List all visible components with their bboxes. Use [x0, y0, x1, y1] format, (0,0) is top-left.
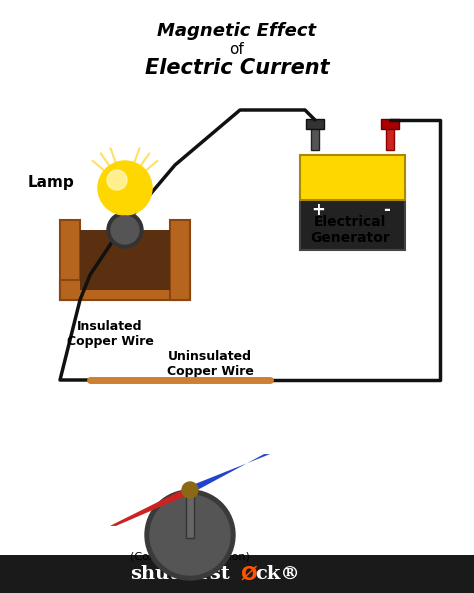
Text: shutterst: shutterst [130, 565, 230, 583]
FancyBboxPatch shape [381, 119, 399, 129]
Polygon shape [110, 486, 190, 526]
Circle shape [182, 482, 198, 498]
FancyBboxPatch shape [0, 555, 474, 593]
Circle shape [107, 170, 127, 190]
Text: Electrical
Generator: Electrical Generator [310, 215, 390, 245]
Circle shape [107, 212, 143, 248]
FancyBboxPatch shape [186, 490, 194, 538]
FancyBboxPatch shape [311, 125, 319, 150]
FancyBboxPatch shape [386, 125, 394, 150]
Text: Uninsulated
Copper Wire: Uninsulated Copper Wire [166, 350, 254, 378]
FancyBboxPatch shape [60, 220, 80, 300]
FancyBboxPatch shape [300, 155, 405, 200]
Text: Electric Current: Electric Current [145, 58, 329, 78]
Text: (Compass Deflection): (Compass Deflection) [130, 552, 250, 562]
Text: Insulated
Copper Wire: Insulated Copper Wire [66, 320, 154, 348]
Polygon shape [190, 454, 270, 494]
FancyBboxPatch shape [300, 190, 405, 250]
Text: -: - [383, 201, 391, 219]
Circle shape [111, 216, 139, 244]
Circle shape [185, 485, 195, 495]
FancyBboxPatch shape [60, 280, 190, 300]
FancyBboxPatch shape [306, 119, 324, 129]
Text: Lamp: Lamp [28, 175, 75, 190]
Circle shape [98, 161, 152, 215]
Text: ck®: ck® [255, 565, 300, 583]
Text: Ø: Ø [241, 565, 258, 584]
Text: of: of [229, 42, 245, 57]
Circle shape [145, 490, 235, 580]
Text: Magnetic Effect: Magnetic Effect [157, 22, 317, 40]
FancyBboxPatch shape [170, 220, 190, 300]
FancyBboxPatch shape [80, 230, 170, 290]
Circle shape [150, 495, 230, 575]
Text: Compass: Compass [152, 535, 228, 550]
Text: +: + [311, 201, 325, 219]
